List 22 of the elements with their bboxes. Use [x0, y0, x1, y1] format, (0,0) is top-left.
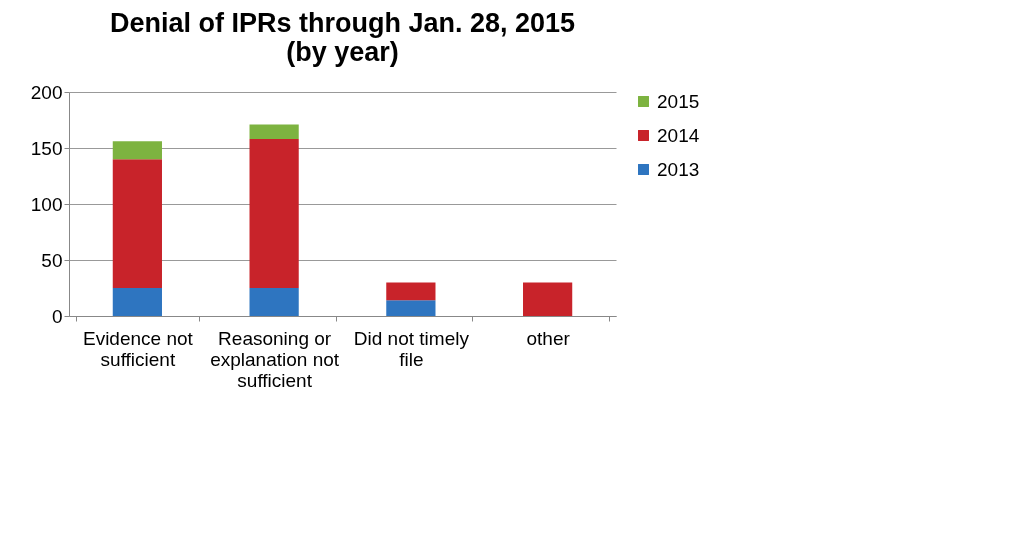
bar	[386, 300, 436, 316]
x-tick-label: other	[526, 327, 571, 349]
legend-label: 2015	[657, 90, 700, 112]
bar	[112, 141, 162, 160]
bar	[523, 282, 573, 316]
bar	[249, 124, 299, 140]
bar	[112, 159, 162, 288]
chart-title: Denial of IPRs through Jan. 28, 2015 (by year)	[109, 8, 576, 67]
bar	[249, 139, 299, 288]
bar	[112, 288, 162, 316]
y-tick-label: 100	[30, 193, 63, 215]
x-tick-label: Evidence not sufficient	[82, 327, 194, 370]
legend-label: 2014	[657, 124, 700, 146]
y-tick-label: 50	[41, 249, 63, 271]
y-tick-label: 200	[30, 81, 63, 103]
bar	[249, 288, 299, 316]
x-tick-label: Reasoning or explanation not sufficient	[210, 327, 340, 391]
bar	[386, 282, 436, 301]
y-tick-label: 150	[30, 137, 63, 159]
x-tick-label: Did not timely file	[353, 327, 470, 370]
legend-label: 2013	[657, 158, 700, 180]
y-tick-label: 0	[51, 305, 63, 327]
